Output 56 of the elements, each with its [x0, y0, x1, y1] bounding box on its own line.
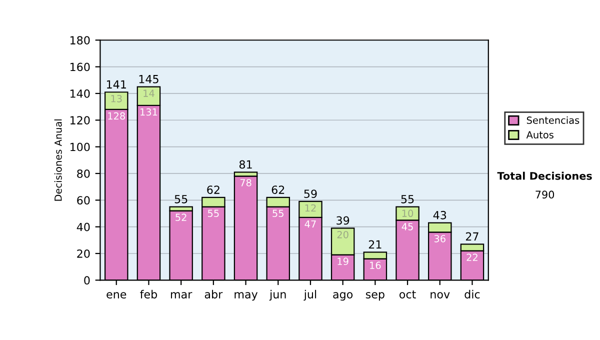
data-label: 13: [111, 94, 122, 102]
data-label: 10: [402, 210, 414, 218]
text: Total Decisiones: [497, 172, 592, 180]
total-label: 27: [466, 232, 478, 241]
total-label: 145: [139, 75, 158, 84]
data-label: 14: [144, 90, 154, 97]
total-label: 39: [336, 216, 350, 225]
data-label: 128: [108, 112, 125, 120]
total-label: 55: [174, 195, 188, 204]
y-tick-label: 20: [77, 249, 90, 258]
data-label: 78: [240, 178, 252, 186]
y-tick-label: 40: [76, 222, 90, 232]
x-tick-label: abr: [204, 290, 223, 298]
legend-label: Sentencias: [526, 116, 580, 124]
data-label: 36: [434, 234, 446, 242]
data-label: 45: [402, 223, 413, 230]
text: 790: [536, 190, 554, 199]
x-tick-label: jul: [304, 290, 316, 301]
y-tick-label: 160: [70, 62, 90, 72]
data-label: 12: [305, 204, 316, 212]
x-tick-label: oct: [400, 290, 416, 298]
legend-label: Autos: [526, 131, 554, 138]
x-tick-label: ago: [333, 292, 353, 301]
data-label: 55: [208, 210, 219, 218]
total-label: 55: [401, 195, 414, 204]
y-tick-label: 80: [77, 169, 90, 178]
total-label: 43: [433, 210, 446, 220]
x-tick-label: sep: [366, 292, 384, 301]
total-label: 59: [304, 190, 317, 198]
data-label: 16: [370, 262, 381, 270]
total-label: 62: [207, 186, 220, 194]
y-tick-label: 100: [70, 142, 90, 152]
x-tick-label: dic: [464, 290, 480, 298]
y-tick-label: 60: [77, 196, 90, 205]
total-label: 62: [272, 186, 284, 194]
data-label: 55: [272, 210, 284, 218]
data-label: 19: [338, 258, 348, 266]
y-tick-label: 120: [70, 116, 90, 125]
total-label: 21: [368, 240, 382, 249]
x-tick-label: ene: [106, 292, 126, 298]
data-label: 22: [466, 254, 478, 261]
x-tick-label: nov: [430, 292, 450, 298]
data-label: 52: [176, 214, 186, 222]
total-label: 141: [106, 80, 126, 88]
y-tick-label: 140: [70, 89, 90, 98]
x-tick-label: jun: [269, 290, 286, 301]
x-tick-label: feb: [140, 290, 158, 298]
total-label: 81: [239, 160, 252, 169]
x-tick-label: mar: [170, 292, 192, 298]
y-tick-label: 180: [70, 36, 90, 44]
y-axis-title: Decisiones Anual: [54, 119, 62, 201]
data-label: 20: [337, 230, 348, 238]
y-tick-label: 0: [84, 276, 90, 285]
data-label: 131: [140, 108, 158, 116]
x-tick-label: may: [234, 292, 258, 301]
data-label: 47: [304, 220, 316, 228]
